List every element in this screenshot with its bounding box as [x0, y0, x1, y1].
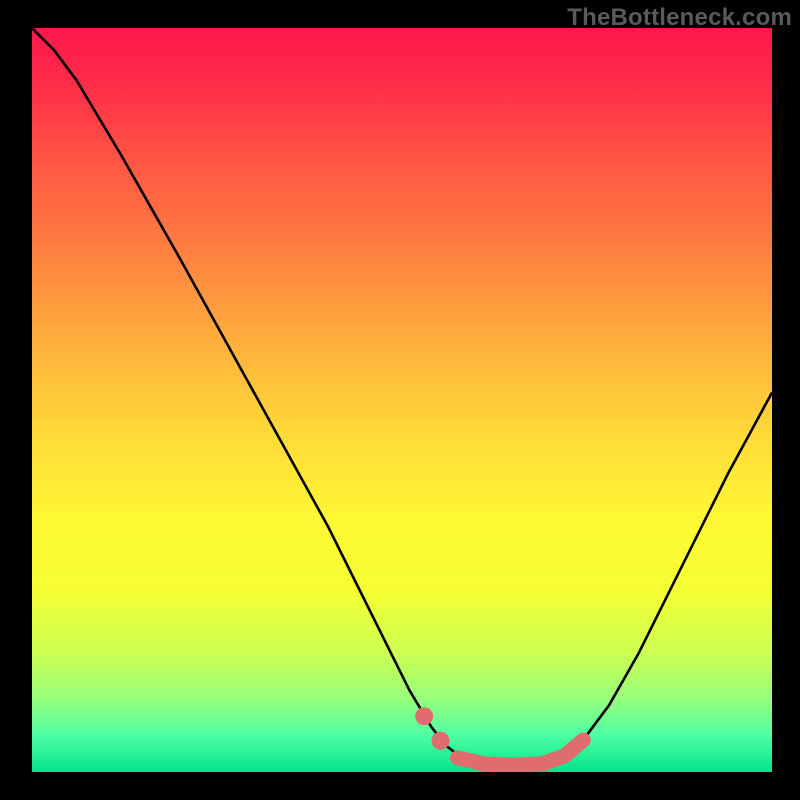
plot-svg — [32, 28, 772, 772]
highlight-dot — [415, 707, 433, 725]
chart-frame: TheBottleneck.com — [0, 0, 800, 800]
plot-area — [32, 28, 772, 772]
chart-background — [32, 28, 772, 772]
highlight-dot — [431, 732, 449, 750]
